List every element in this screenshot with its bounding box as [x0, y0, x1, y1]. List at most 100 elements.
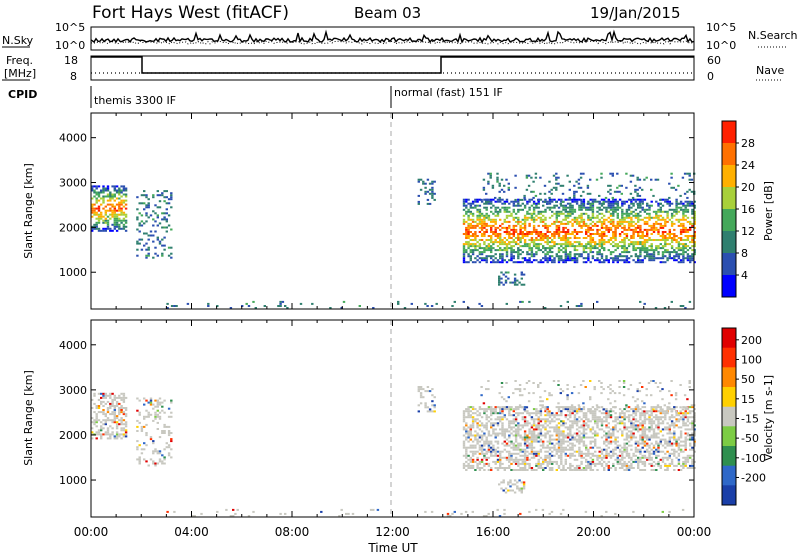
velocity-cell [433, 404, 436, 407]
power-cell [641, 259, 644, 262]
velocity-cell [467, 436, 470, 439]
power-cell [639, 241, 642, 244]
power-cell [668, 202, 671, 205]
velocity-cell [511, 483, 514, 486]
power-cell [591, 208, 595, 211]
velocity-cell [668, 390, 671, 393]
velocity-cell [167, 454, 171, 457]
power-cell [675, 208, 678, 211]
power-cell [557, 226, 561, 229]
velocity-cell [582, 424, 586, 427]
power-cell [557, 198, 561, 201]
power-cell [109, 209, 112, 212]
velocity-cell [170, 456, 173, 459]
power-cell [657, 257, 660, 260]
power-cell [156, 194, 159, 197]
power-cell [577, 305, 581, 307]
power-cell [537, 245, 540, 248]
velocity-cell [652, 434, 656, 437]
velocity-cell [345, 512, 348, 515]
power-cell [677, 218, 681, 221]
power-cell [666, 243, 669, 246]
power-cell [517, 237, 520, 239]
power-cell [120, 195, 123, 198]
power-cell [465, 243, 468, 246]
power-cell [485, 216, 488, 219]
power-cell [648, 253, 651, 256]
velocity-cell [490, 450, 493, 453]
velocity-cell [602, 388, 605, 391]
power-cell [511, 281, 514, 284]
velocity-cell [514, 469, 518, 471]
velocity-cell [122, 396, 126, 399]
power-cell [648, 216, 651, 219]
velocity-cell [639, 458, 642, 461]
velocity-cell [616, 440, 619, 443]
power-cell [544, 208, 547, 211]
velocity-cell [643, 460, 647, 463]
velocity-cell [487, 430, 491, 433]
velocity-cell [587, 448, 590, 451]
velocity-cell [113, 415, 116, 418]
velocity-cell [585, 454, 588, 457]
power-cell [684, 247, 687, 250]
power-cell [637, 261, 640, 264]
power-cell [639, 218, 642, 221]
power-cell [682, 259, 685, 262]
velocity-cell [648, 452, 651, 455]
velocity-cell [514, 436, 518, 439]
power-cell [566, 257, 570, 260]
power-cell [485, 224, 488, 227]
power-cell [422, 182, 425, 185]
velocity-cell [618, 444, 622, 447]
velocity-cell [522, 483, 526, 486]
power-cell [604, 196, 608, 199]
power-cell [661, 233, 665, 235]
velocity-cell [526, 436, 529, 439]
power-cell [591, 247, 595, 250]
velocity-cell [621, 454, 624, 457]
velocity-cell [655, 450, 658, 453]
velocity-cell [603, 454, 606, 457]
power-cell [641, 245, 644, 248]
power-cell [528, 249, 531, 252]
velocity-cell [666, 422, 669, 425]
power-cell [120, 213, 123, 216]
velocity-cell [152, 419, 155, 422]
velocity-cell [478, 436, 482, 439]
power-cell [462, 220, 466, 223]
power-cell [691, 235, 694, 237]
velocity-cell [591, 432, 595, 435]
power-cell [632, 235, 635, 237]
power-cell [485, 202, 488, 205]
power-cell [539, 231, 543, 233]
power-cell [691, 245, 694, 248]
power-cell [503, 247, 506, 250]
velocity-cell [232, 508, 235, 511]
power-cell [542, 235, 545, 237]
power-cell [120, 211, 123, 214]
velocity-cell [518, 384, 522, 386]
velocity-cell [650, 410, 653, 413]
velocity-cell [618, 392, 621, 395]
velocity-cell [564, 436, 567, 439]
velocity-cell [152, 407, 155, 410]
velocity-cell [643, 402, 646, 405]
power-cell [632, 259, 635, 262]
velocity-cell [650, 452, 653, 455]
power-cell [614, 206, 617, 209]
power-cell [143, 202, 146, 205]
velocity-cell [467, 416, 470, 419]
power-cell [115, 197, 119, 200]
power-cell [519, 245, 522, 248]
velocity-cell [505, 428, 509, 431]
velocity-cell [571, 434, 574, 437]
power-cell [639, 198, 642, 201]
power-cell [93, 225, 96, 228]
velocity-cell [120, 437, 123, 440]
velocity-cell [569, 462, 572, 465]
power-cell [93, 195, 96, 198]
velocity-cell [523, 442, 527, 445]
power-cell [494, 222, 497, 225]
power-cell [652, 224, 656, 227]
